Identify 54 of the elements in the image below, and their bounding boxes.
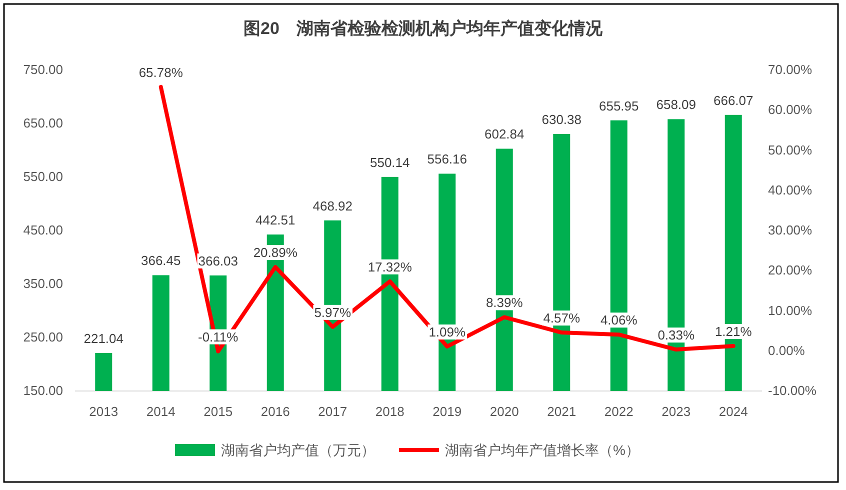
y2-tick-label: 20.00% bbox=[768, 262, 813, 278]
data-label: 442.51 bbox=[255, 212, 296, 228]
chart-title: 图20 湖南省检验检测机构户均年产值变化情况 bbox=[244, 19, 604, 38]
y-tick-label: 450.00 bbox=[23, 222, 63, 238]
x-tick-label: 2014 bbox=[146, 404, 176, 419]
x-tick-label: 2015 bbox=[204, 404, 233, 419]
x-tick-label: 2022 bbox=[604, 404, 634, 419]
data-label: 556.16 bbox=[427, 152, 468, 167]
data-label: 655.95 bbox=[598, 98, 639, 114]
y2-tick-label: 70.00% bbox=[768, 62, 813, 77]
y2-tick-label: -10.00% bbox=[768, 383, 817, 398]
y-tick-label: 750.00 bbox=[23, 62, 63, 77]
legend-label: 湖南省户均年产值增长率（%） bbox=[445, 442, 640, 458]
data-label: 666.07 bbox=[713, 92, 754, 108]
data-label: 8.39% bbox=[486, 295, 524, 310]
y2-tick-label: 60.00% bbox=[768, 102, 813, 118]
data-label: 468.92 bbox=[312, 198, 353, 214]
y2-tick-label: 30.00% bbox=[768, 222, 813, 238]
data-label: -0.11% bbox=[198, 329, 239, 344]
data-label: 366.45 bbox=[140, 253, 181, 268]
y2-tick-label: 40.00% bbox=[768, 182, 813, 198]
y-tick-label: 250.00 bbox=[23, 330, 63, 344]
x-tick-label: 2018 bbox=[375, 404, 404, 419]
y-tick-label: 150.00 bbox=[23, 383, 63, 398]
data-label: 366.03 bbox=[198, 253, 238, 268]
data-label: 65.78% bbox=[138, 64, 184, 80]
data-label: 17.32% bbox=[368, 259, 412, 274]
x-tick-label: 2013 bbox=[89, 404, 118, 419]
x-tick-label: 2016 bbox=[260, 404, 290, 419]
data-label: 550.14 bbox=[370, 154, 410, 170]
y2-tick-label: 50.00% bbox=[768, 142, 813, 158]
data-label: 658.09 bbox=[656, 97, 696, 112]
y2-tick-label: 10.00% bbox=[768, 302, 813, 318]
data-label: 20.89% bbox=[253, 245, 298, 260]
x-tick-label: 2017 bbox=[318, 404, 348, 419]
data-label: 5.97% bbox=[314, 304, 352, 320]
data-label: 4.57% bbox=[543, 310, 580, 326]
y-tick-label: 550.00 bbox=[23, 169, 63, 184]
data-label: 4.06% bbox=[600, 312, 638, 328]
legend-label: 湖南省户均产值（万元） bbox=[221, 442, 375, 458]
data-label: 602.84 bbox=[484, 126, 524, 142]
x-tick-label: 2019 bbox=[432, 404, 462, 419]
y-tick-label: 350.00 bbox=[23, 276, 63, 291]
x-tick-label: 2023 bbox=[662, 404, 691, 419]
data-label: 0.33% bbox=[658, 328, 695, 343]
x-tick-label: 2020 bbox=[490, 404, 519, 419]
data-label: 221.04 bbox=[84, 330, 124, 346]
data-label: 1.09% bbox=[428, 324, 466, 340]
x-tick-label: 2021 bbox=[547, 404, 576, 419]
data-label: 630.38 bbox=[542, 112, 582, 127]
data-label: 1.21% bbox=[714, 324, 752, 340]
y2-tick-label: 0.00% bbox=[768, 342, 806, 358]
y-tick-label: 650.00 bbox=[23, 116, 63, 130]
x-tick-label: 2024 bbox=[718, 404, 748, 419]
